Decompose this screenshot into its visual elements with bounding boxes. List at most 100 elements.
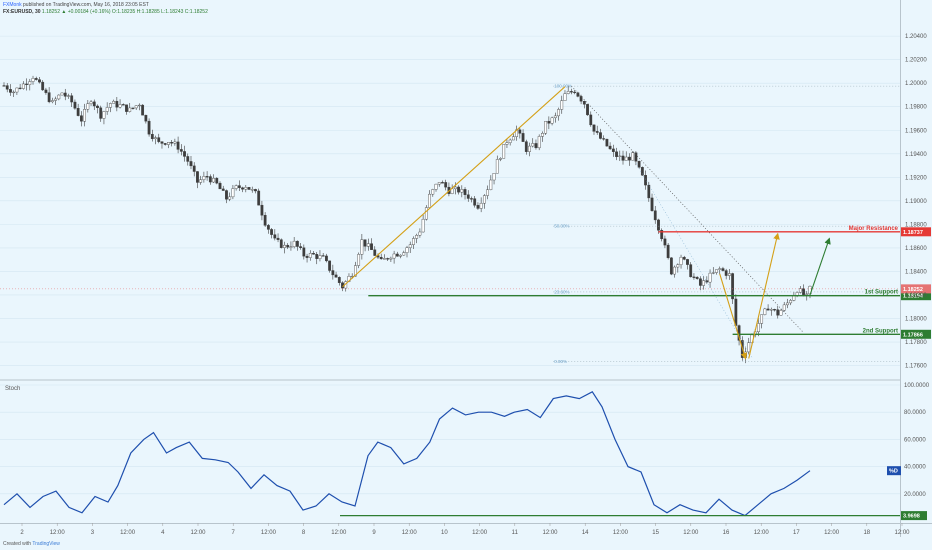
time-tick-label: 12:00 <box>331 530 347 536</box>
candle <box>383 254 386 260</box>
candle-body <box>260 204 264 216</box>
price-tick-label: 1.18400 <box>905 269 927 275</box>
candle-body <box>86 103 90 110</box>
candle-body <box>70 95 74 103</box>
candle-body <box>76 108 80 116</box>
tradingview-logo[interactable]: TradingView <box>32 541 60 547</box>
candle-body <box>354 265 357 277</box>
candle <box>566 85 570 95</box>
candle <box>318 250 322 262</box>
candle-body <box>28 81 32 85</box>
candle-body <box>718 268 722 270</box>
candle <box>231 185 235 200</box>
candle <box>118 99 122 109</box>
candle-body <box>147 120 151 135</box>
candle-body <box>618 155 622 157</box>
candle <box>511 133 515 141</box>
candle-body <box>786 302 789 306</box>
candle-body <box>286 244 290 248</box>
candle-body <box>157 137 161 142</box>
candle-body <box>196 171 199 183</box>
publisher-name[interactable]: FXMonk <box>3 2 22 8</box>
candle <box>560 95 564 114</box>
candle <box>308 250 312 261</box>
time-tick-label: 12:00 <box>261 530 277 536</box>
candle-body <box>731 273 735 300</box>
candle-body <box>63 92 67 97</box>
candle <box>334 271 338 278</box>
candle-body <box>708 272 712 283</box>
candle-body <box>486 189 489 196</box>
candle <box>441 180 444 184</box>
price-tick-label: 1.20400 <box>905 34 927 40</box>
candle-body <box>550 117 554 124</box>
candle-body <box>266 225 270 230</box>
candle <box>782 301 786 312</box>
candle <box>25 78 28 91</box>
candle-body <box>392 253 396 259</box>
candle-body <box>482 195 486 204</box>
candle-body <box>192 165 196 172</box>
bullish-projection-arrow <box>809 237 831 296</box>
ohlc-low: L:1.18243 <box>161 9 184 15</box>
candle-body <box>15 87 19 93</box>
candle-body <box>199 179 203 183</box>
candle-body <box>628 156 631 161</box>
stoch-label: Stoch <box>5 386 20 392</box>
candle <box>541 131 544 142</box>
stoch-tick-label: 20.0000 <box>904 492 926 498</box>
candle-body <box>202 176 206 180</box>
candle-body <box>586 104 589 116</box>
candle-body <box>328 260 332 271</box>
candle-body <box>96 105 99 108</box>
candle <box>141 104 145 116</box>
time-tick-label: 8 <box>302 530 306 536</box>
candle <box>653 205 657 224</box>
candle <box>325 253 328 263</box>
candle-body <box>283 244 286 248</box>
level-price-text: 1.18194 <box>903 294 924 300</box>
ohlc-close: C:1.18252 <box>184 9 208 15</box>
candle-body <box>428 193 431 208</box>
candle-body <box>547 120 551 124</box>
candle-body <box>563 93 567 101</box>
candle-body <box>234 185 238 189</box>
candle <box>144 114 148 124</box>
candle-body <box>34 78 38 80</box>
candle <box>328 260 332 273</box>
candle-body <box>473 198 477 206</box>
candle-body <box>399 254 402 257</box>
candle <box>379 253 383 260</box>
candle <box>621 150 625 165</box>
time-tick-label: 2 <box>20 530 24 536</box>
candle <box>354 261 357 277</box>
stoch-series-badge <box>887 466 901 476</box>
candle <box>208 174 212 185</box>
candle-body <box>479 202 483 209</box>
candle <box>570 88 573 95</box>
candle <box>57 94 61 101</box>
time-tick-label: 11 <box>512 530 519 536</box>
candle-body <box>782 304 786 311</box>
candle <box>563 90 567 101</box>
candle <box>718 266 722 275</box>
candle <box>431 188 435 197</box>
candle-body <box>640 167 644 176</box>
candle <box>486 185 489 200</box>
candle-body <box>292 240 296 247</box>
candle-body <box>263 215 267 226</box>
price-tick-label: 1.18600 <box>905 246 927 252</box>
candle <box>528 142 531 157</box>
candle <box>86 100 90 113</box>
time-tick-label: 12:00 <box>120 530 136 536</box>
candle-body <box>276 237 280 240</box>
time-axis: 2 12:00 3 12:00 4 12:00 7 12:00 8 12:00 9 12:00 10 12… <box>20 523 910 536</box>
candle-body <box>315 254 319 259</box>
time-tick-label: 16 <box>723 530 730 536</box>
candle <box>276 233 280 243</box>
candle-body <box>682 256 686 260</box>
level-price-text: 1.17866 <box>903 332 923 338</box>
candle-body <box>25 83 28 85</box>
candle <box>299 242 303 250</box>
